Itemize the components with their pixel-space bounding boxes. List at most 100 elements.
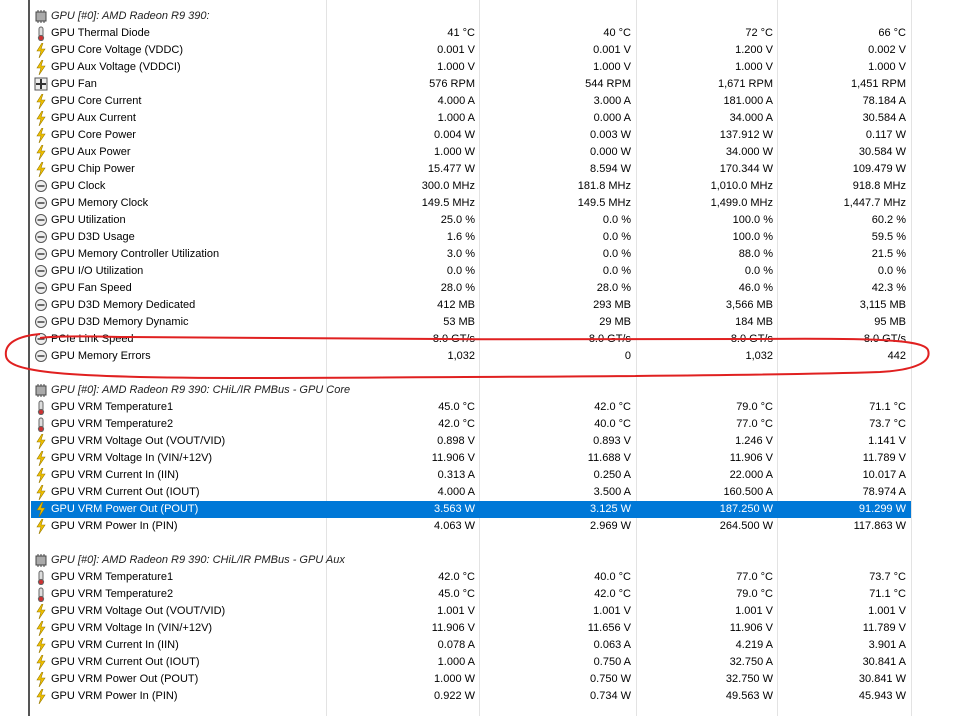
sensor-icon [36,162,46,177]
sensor-row[interactable]: GPU VRM Current Out (IOUT) 4.000 A 3.500 A… [31,484,911,501]
sensor-label: GPU I/O Utilization [51,265,144,277]
sensor-value: 30.841 A [862,656,906,668]
sensor-value: 79.0 °C [736,401,773,413]
sensor-label: GPU VRM Current In (IIN) [51,639,179,651]
sensor-row[interactable]: GPU VRM Temperature2 42.0 °C 40.0 °C 77.0 °… [31,416,911,433]
sensor-value: 8.0 GT/s [863,333,906,345]
sensor-value: 29 MB [599,316,631,328]
sensor-label: GPU Core Power [51,129,136,141]
sensor-label: GPU Core Current [51,95,142,107]
sensor-row[interactable]: GPU Clock 300.0 MHz 181.8 MHz 1,010.0 MHz 91… [31,178,911,195]
sensor-row[interactable]: GPU VRM Temperature1 45.0 °C 42.0 °C 79.0 °… [31,399,911,416]
sensor-row[interactable]: GPU Memory Errors 1,032 0 1,032 442 [31,348,911,365]
sensor-value: 181.000 A [723,95,773,107]
sensor-value: 1.141 V [868,435,906,447]
sensor-row[interactable]: GPU VRM Temperature2 45.0 °C 42.0 °C 79.0 °… [31,586,911,603]
sensor-value: 11.906 V [431,452,475,464]
sensor-value: 264.500 W [719,520,773,532]
sensor-label: GPU VRM Temperature1 [51,571,174,583]
sensor-label: GPU VRM Current Out (IOUT) [51,656,200,668]
sensor-value: 3,115 MB [859,299,906,311]
sensor-icon [36,604,46,619]
sensor-row[interactable]: GPU VRM Temperature1 42.0 °C 40.0 °C 77.0 °… [31,569,911,586]
sensor-label: GPU VRM Voltage Out (VOUT/VID) [51,605,226,617]
sensor-label: GPU Memory Clock [51,197,149,209]
sensor-value: 137.912 W [719,129,773,141]
sensor-row[interactable]: GPU D3D Usage 1.6 % 0.0 % 100.0 % 59.5 % [31,229,911,246]
sensor-value: 576 RPM [429,78,475,90]
sensor-value: 0.0 % [602,214,631,226]
sensor-value: 1,451 RPM [850,78,906,90]
sensor-label: GPU Chip Power [51,163,135,175]
sensor-value: 40.0 °C [594,418,631,430]
sensor-label: GPU Aux Voltage (VDDCI) [51,61,181,73]
sensor-label: GPU Utilization [51,214,126,226]
sensor-icon [36,43,46,58]
sensor-row[interactable]: GPU VRM Voltage Out (VOUT/VID) 0.898 V 0.8… [31,433,911,450]
sensor-row[interactable]: GPU VRM Power In (PIN) 4.063 W 2.969 W 264.… [31,518,911,535]
sensor-icon [36,145,46,160]
sensor-value: 0.078 A [437,639,475,651]
sensor-row[interactable]: GPU Utilization 25.0 % 0.0 % 100.0 % 60.2 % [31,212,911,229]
sensor-value: 91.299 W [858,503,906,515]
sensor-value: 117.863 W [853,520,906,532]
sensor-value: 11.789 V [862,452,906,464]
sensor-value: 1.000 V [735,61,773,73]
sensor-row[interactable]: GPU Chip Power 15.477 W 8.594 W 170.344 W 10… [31,161,911,178]
sensor-row[interactable]: GPU Fan 576 RPM 544 RPM 1,671 RPM 1,451 RPM [31,76,911,93]
sensor-icon [36,128,46,143]
sensor-row[interactable]: GPU VRM Power In (PIN) 0.922 W 0.734 W 49.5… [31,688,911,705]
sensor-value: 77.0 °C [736,418,773,430]
sensor-row[interactable]: GPU VRM Voltage In (VIN/+12V) 11.906 V 11.… [31,450,911,467]
sensor-icon [37,400,45,415]
sensor-icon [37,26,45,41]
sensor-icon [37,570,45,585]
sensor-value: 100.0 % [732,231,773,243]
sensor-row[interactable]: GPU VRM Power Out (POUT) 1.000 W 0.750 W 32… [31,671,911,688]
sensor-value: 1,010.0 MHz [710,180,773,192]
sensor-value: 1,032 [447,350,475,362]
sensor-row[interactable]: GPU VRM Voltage In (VIN/+12V) 11.906 V 11.… [31,620,911,637]
sensor-value: 412 MB [437,299,475,311]
sensor-row[interactable]: GPU VRM Current Out (IOUT) 1.000 A 0.750 A… [31,654,911,671]
sensor-value: 21.5 % [871,248,906,260]
sensor-value: 3.563 W [434,503,475,515]
sensor-row[interactable]: GPU Memory Controller Utilization 3.0 % 0.… [31,246,911,263]
section-header: GPU [#0]: AMD Radeon R9 390: [31,8,911,25]
sensor-value: 160.500 A [723,486,773,498]
sensor-value: 10.017 A [862,469,906,481]
sensor-row[interactable]: GPU VRM Power Out (POUT) 3.563 W 3.125 W 18… [31,501,911,518]
sensor-row[interactable]: GPU VRM Current In (IIN) 0.078 A 0.063 A 4.… [31,637,911,654]
sensor-value: 46.0 % [738,282,773,294]
sensor-icon [35,197,47,209]
sensor-icon [35,231,47,243]
sensor-row[interactable]: GPU D3D Memory Dedicated 412 MB 293 MB 3,56… [31,297,911,314]
sensor-row[interactable]: GPU Fan Speed 28.0 % 28.0 % 46.0 % 42.3 % [31,280,911,297]
sensor-value: 300.0 MHz [421,180,475,192]
sensor-row[interactable]: GPU Aux Power 1.000 W 0.000 W 34.000 W 30.58… [31,144,911,161]
sensor-row[interactable]: GPU Aux Current 1.000 A 0.000 A 34.000 A 30.… [31,110,911,127]
sensor-value: 34.000 W [725,146,773,158]
sensor-value: 100.0 % [732,214,773,226]
sensor-row[interactable]: GPU VRM Current In (IIN) 0.313 A 0.250 A 22… [31,467,911,484]
sensor-row[interactable]: GPU Thermal Diode 41 °C 40 °C 72 °C 66 °C [31,25,911,42]
sensor-value: 0 [624,350,631,362]
sensor-row[interactable]: GPU I/O Utilization 0.0 % 0.0 % 0.0 % 0.0 % [31,263,911,280]
sensor-value: 1.000 A [437,656,475,668]
sensor-row[interactable]: GPU Core Power 0.004 W 0.003 W 137.912 W 0.1… [31,127,911,144]
sensor-value: 42.0 °C [594,401,631,413]
sensor-value: 1.000 V [437,61,475,73]
sensor-row[interactable]: GPU D3D Memory Dynamic 53 MB 29 MB 184 MB 95… [31,314,911,331]
sensor-value: 8.594 W [590,163,631,175]
sensor-label: GPU VRM Power In (PIN) [51,690,178,702]
sensor-value: 45.0 °C [438,401,475,413]
sensor-row[interactable]: GPU Core Voltage (VDDC) 0.001 V 0.001 V 1.2… [31,42,911,59]
sensor-row[interactable]: GPU Aux Voltage (VDDCI) 1.000 V 1.000 V 1.0… [31,59,911,76]
sensor-value: 0.250 A [593,469,631,481]
sensor-row[interactable]: GPU VRM Voltage Out (VOUT/VID) 1.001 V 1.0… [31,603,911,620]
sensor-icon [35,180,47,192]
sensor-value: 0.001 V [437,44,475,56]
sensor-value: 22.000 A [729,469,773,481]
sensor-row[interactable]: GPU Memory Clock 149.5 MHz 149.5 MHz 1,499.… [31,195,911,212]
sensor-row[interactable]: GPU Core Current 4.000 A 3.000 A 181.000 A 7… [31,93,911,110]
